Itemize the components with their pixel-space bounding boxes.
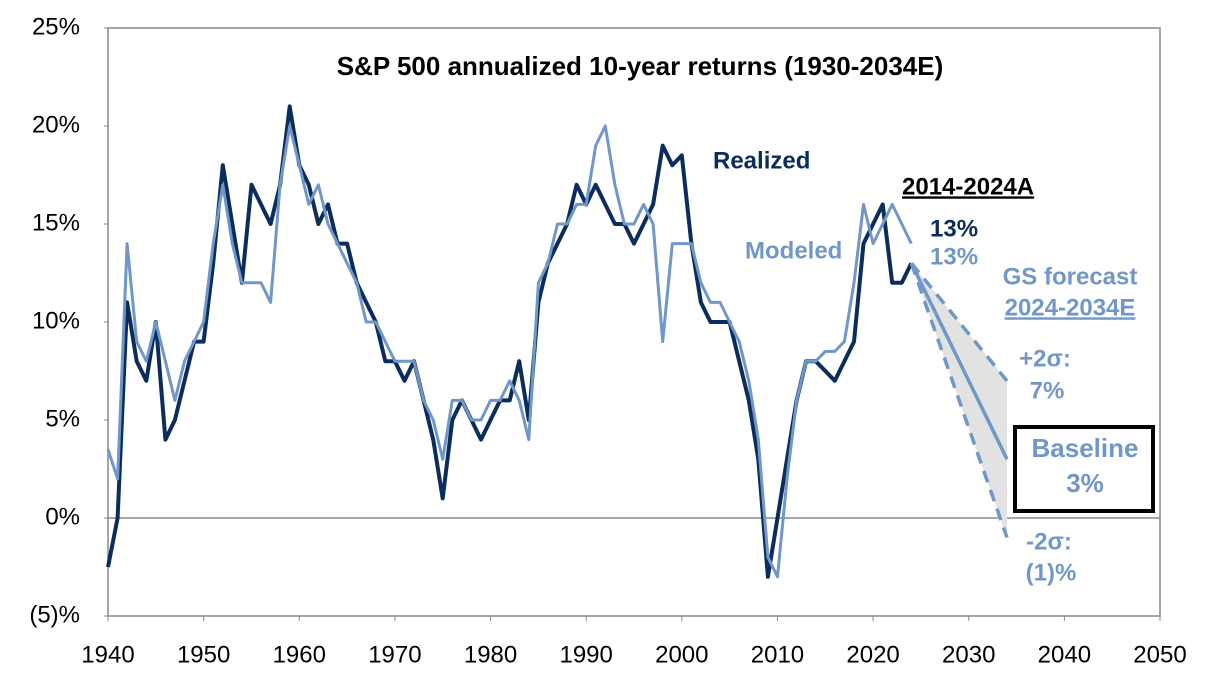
baseline-label: 3% <box>1066 468 1104 498</box>
value-label: 13% <box>930 243 978 270</box>
x-tick-label: 2010 <box>751 641 804 668</box>
y-tick-label: 20% <box>32 111 80 138</box>
chart-title: S&P 500 annualized 10-year returns (1930… <box>337 51 944 81</box>
value-label: 13% <box>930 215 978 242</box>
upper-label: 7% <box>1030 377 1065 404</box>
x-tick-label: 2000 <box>655 641 708 668</box>
forecast-lower <box>909 262 1009 539</box>
forecast-period: 2024-2034E <box>1005 294 1136 321</box>
x-tick-label: 2020 <box>846 641 899 668</box>
lower-label: (1)% <box>1026 559 1077 586</box>
baseline-box <box>1013 425 1155 513</box>
y-tick-label: 5% <box>45 405 80 432</box>
series-line <box>106 124 913 579</box>
forecast-upper <box>909 262 1009 382</box>
x-tick-label: 1940 <box>81 641 134 668</box>
period-label: 2014-2024A <box>902 173 1034 200</box>
x-tick-label: 1990 <box>559 641 612 668</box>
y-tick-label: 25% <box>32 13 80 40</box>
plot-frame <box>107 27 1161 617</box>
baseline-name: Baseline <box>1032 433 1139 463</box>
x-tick-label: 1950 <box>177 641 230 668</box>
y-tick-label: (5)% <box>29 601 80 628</box>
x-tick-label: 2050 <box>1133 641 1186 668</box>
legend-label: Realized <box>713 147 810 174</box>
x-tick-label: 1970 <box>368 641 421 668</box>
series-line <box>106 104 914 579</box>
lower-name: -2σ: <box>1026 528 1072 555</box>
upper-name: +2σ: <box>1019 345 1071 372</box>
y-tick-label: 10% <box>32 307 80 334</box>
x-tick-label: 2030 <box>942 641 995 668</box>
y-tick-label: 0% <box>45 503 80 530</box>
forecast-title: GS forecast <box>1003 263 1138 290</box>
y-tick-label: 15% <box>32 209 80 236</box>
x-tick-label: 2040 <box>1038 641 1091 668</box>
legend-label: Modeled <box>745 237 842 264</box>
x-tick-label: 1960 <box>273 641 326 668</box>
forecast-baseline <box>909 262 1009 460</box>
x-tick-label: 1980 <box>464 641 517 668</box>
